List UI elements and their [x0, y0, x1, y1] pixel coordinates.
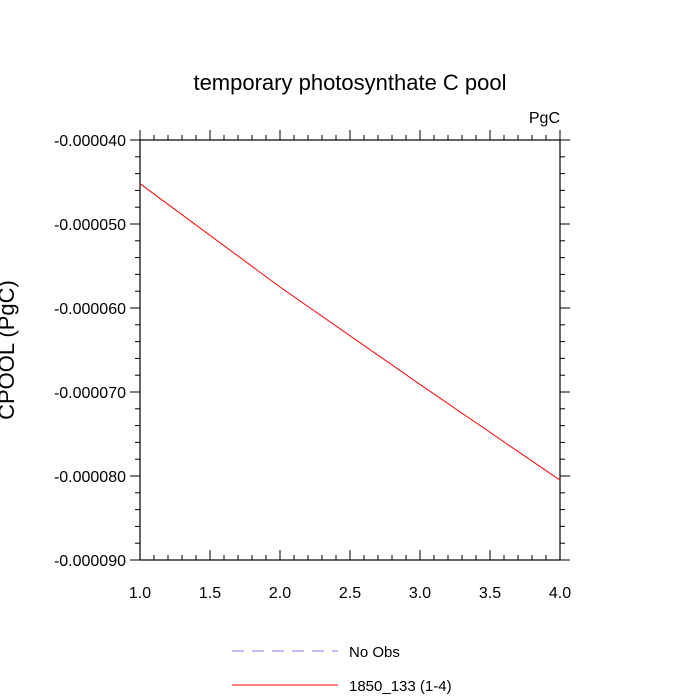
- y-tick-label: -0.000080: [54, 469, 126, 486]
- series-line-1: [139, 183, 561, 481]
- y-tick-label: -0.000060: [54, 301, 126, 318]
- x-tick-label: 3.5: [479, 585, 501, 602]
- series-lines: [139, 183, 561, 481]
- x-tick-labels: 1.0 1.5 2.0 2.5 3.0 3.5 4.0: [129, 585, 571, 602]
- chart-title: temporary photosynthate C pool: [193, 70, 506, 95]
- plot-frame: [139, 139, 561, 561]
- y-tick-label: -0.000050: [54, 217, 126, 234]
- legend-label-1850-133: 1850_133 (1-4): [349, 678, 452, 695]
- x-tick-label: 3.0: [409, 585, 431, 602]
- y-tick-label: -0.000090: [54, 553, 126, 570]
- y-tick-label: -0.000070: [54, 385, 126, 402]
- units-label: PgC: [529, 110, 560, 127]
- x-tick-label: 4.0: [549, 585, 571, 602]
- x-tick-label: 1.0: [129, 585, 151, 602]
- x-tick-label: 2.0: [269, 585, 291, 602]
- x-tick-label: 2.5: [339, 585, 361, 602]
- legend: No Obs 1850_133 (1-4): [232, 644, 452, 695]
- axis-ticks: [130, 130, 570, 561]
- y-tick-labels: -0.000040 -0.000050 -0.000060 -0.000070 -0.0…: [54, 133, 126, 570]
- legend-label-no-obs: No Obs: [349, 644, 400, 661]
- y-tick-label: -0.000040: [54, 133, 126, 150]
- y-axis-label: CPOOL (PgC): [0, 280, 19, 420]
- x-tick-label: 1.5: [199, 585, 221, 602]
